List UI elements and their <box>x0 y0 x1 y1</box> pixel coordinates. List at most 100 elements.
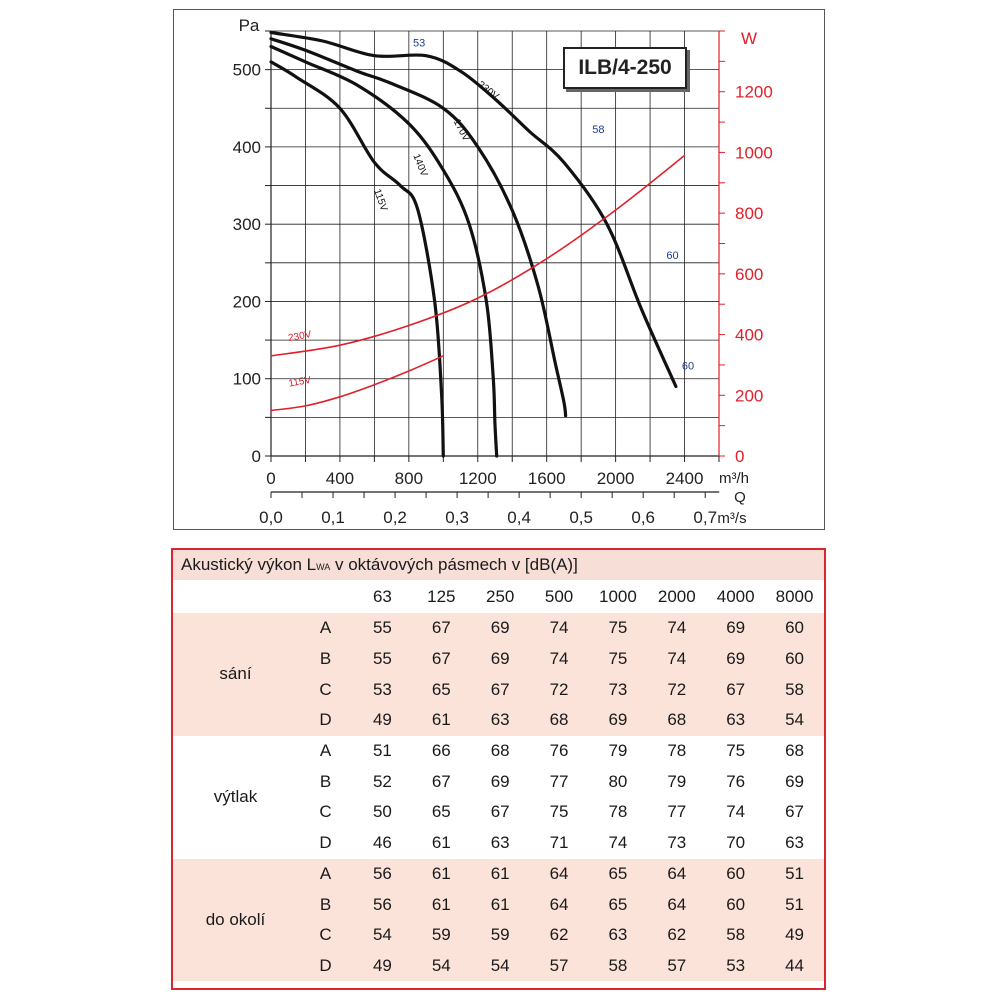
table-cell: 74 <box>608 833 628 853</box>
table-cell: 67 <box>431 771 451 791</box>
table-cell: 65 <box>588 858 648 890</box>
table-row: D 49 54 54 57 58 57 53 44 <box>173 950 824 982</box>
table-cell: 56 <box>353 858 412 890</box>
power-curve-label: 230V <box>287 329 312 344</box>
y-tick-label-right: 1200 <box>735 83 773 102</box>
model-label: ILB/4-250 <box>563 47 687 89</box>
table-cell: 58 <box>765 674 824 706</box>
x-tick-label: 2000 <box>597 469 635 488</box>
table-cell: 62 <box>647 919 707 951</box>
table-cell: 63 <box>785 833 805 853</box>
table-cell: 62 <box>529 919 589 951</box>
table-cell: 69 <box>785 771 805 791</box>
table-cell: 49 <box>765 919 824 951</box>
table-cell: 68 <box>785 741 805 761</box>
pressure-curve <box>269 60 445 458</box>
y-tick-label-right: 200 <box>735 386 763 405</box>
band-header: 4000 <box>716 586 755 606</box>
curve-annotation: 60 <box>666 250 678 262</box>
y-tick-label-right: 0 <box>735 447 744 466</box>
table-cell: 55 <box>353 613 412 644</box>
table-cell: 69 <box>588 705 648 736</box>
table-cell: 54 <box>353 919 412 951</box>
table-cell: 72 <box>647 674 707 706</box>
table-cell: 73 <box>667 833 687 853</box>
table-cell: 61 <box>411 705 471 736</box>
band-header: 1000 <box>599 586 637 606</box>
y-tick-label-left: 500 <box>233 61 261 80</box>
curve-annotation: 60 <box>682 360 694 372</box>
table-cell: 58 <box>588 950 648 982</box>
table-cell: 64 <box>647 858 707 890</box>
table-cell: 76 <box>726 771 746 791</box>
group-label: sání <box>173 613 298 736</box>
table-cell: 73 <box>588 674 648 706</box>
table-cell: 50 <box>372 802 392 822</box>
x-tick-label-secondary: 0,1 <box>321 508 345 527</box>
table-cell: 63 <box>490 833 510 853</box>
table-cell: 74 <box>529 613 589 644</box>
y-tick-label-left: 400 <box>233 138 261 157</box>
table-cell: 78 <box>608 802 628 822</box>
row-label: C <box>298 919 353 951</box>
x-tick-label-secondary: 0,6 <box>631 508 655 527</box>
pressure-curve-label: 140V <box>410 152 429 178</box>
pressure-curve-label: 170V <box>451 117 472 143</box>
table-title-pre: Akustický výkon L <box>181 555 317 574</box>
table-cell: 60 <box>765 613 824 644</box>
power-curve <box>270 355 445 412</box>
fan-performance-chart: 0 100 200 300 400 500 Pa 0 200 400 600 800 1000 1200 W… <box>173 9 825 530</box>
chart-svg: 0100200300400500Pa020040060080010001200W… <box>233 16 773 527</box>
table-cell: 51 <box>765 858 824 890</box>
table-cell: 63 <box>706 705 766 736</box>
table-cell: 49 <box>353 950 412 982</box>
table-cell: 77 <box>667 802 687 822</box>
table-cell: 74 <box>647 613 707 644</box>
table-row: B 56 61 61 64 65 64 60 51 <box>173 889 824 920</box>
x-tick-label: 2400 <box>666 469 704 488</box>
band-header-row: 63 125 250 500 1000 2000 4000 8000 <box>173 580 824 613</box>
x-tick-label: 1600 <box>528 469 566 488</box>
pressure-curve <box>269 37 568 418</box>
x-tick-label-secondary: 0,5 <box>569 508 593 527</box>
y-tick-label-right: 600 <box>735 265 763 284</box>
table-row: C 54 59 59 62 63 62 58 49 <box>173 919 824 951</box>
y-tick-label-left: 300 <box>233 215 261 234</box>
table-cell: 56 <box>353 889 412 920</box>
table-cell: 74 <box>647 643 707 675</box>
table-cell: 69 <box>706 643 766 675</box>
table-cell: 44 <box>765 950 824 982</box>
table-cell: 58 <box>706 919 766 951</box>
y-axis-unit-left: Pa <box>239 16 260 35</box>
row-label: D <box>298 705 353 736</box>
pressure-curve <box>269 30 678 389</box>
table-row: B 55 67 69 74 75 74 69 60 <box>173 643 824 675</box>
y-tick-label-left: 100 <box>233 370 261 389</box>
row-label: B <box>319 771 332 791</box>
table-title: Akustický výkon LWA v oktávových pásmech… <box>173 550 824 580</box>
table-cell: 68 <box>529 705 589 736</box>
row-label: A <box>319 741 332 761</box>
table-cell: 65 <box>431 802 451 822</box>
table-cell: 61 <box>431 833 451 853</box>
table-cell: 51 <box>372 741 392 761</box>
x-tick-label-secondary: 0,4 <box>507 508 531 527</box>
table-cell: 55 <box>353 643 412 675</box>
x-tick-label-secondary: 0,0 <box>259 508 283 527</box>
table-row: C 50 65 67 75 78 77 74 67 <box>173 797 824 828</box>
table-cell: 51 <box>765 889 824 920</box>
y-tick-label-right: 1000 <box>735 143 773 162</box>
table-row: D 49 61 63 68 69 68 63 54 <box>173 705 824 736</box>
table-row: sání A 55 67 69 74 75 74 69 60 <box>173 613 824 736</box>
pressure-curve-label: 115V <box>371 188 389 213</box>
table-cell: 53 <box>353 674 412 706</box>
band-header: 250 <box>486 586 515 606</box>
band-header: 8000 <box>775 586 814 606</box>
table-cell: 74 <box>726 802 746 822</box>
group-label: do okolí <box>173 858 298 982</box>
table-cell: 52 <box>372 771 392 791</box>
power-curve <box>270 154 686 357</box>
y-axis-unit-right: W <box>741 29 757 48</box>
band-header: 125 <box>427 586 456 606</box>
table-title-post: v oktávových pásmech v [dB(A)] <box>330 555 578 574</box>
